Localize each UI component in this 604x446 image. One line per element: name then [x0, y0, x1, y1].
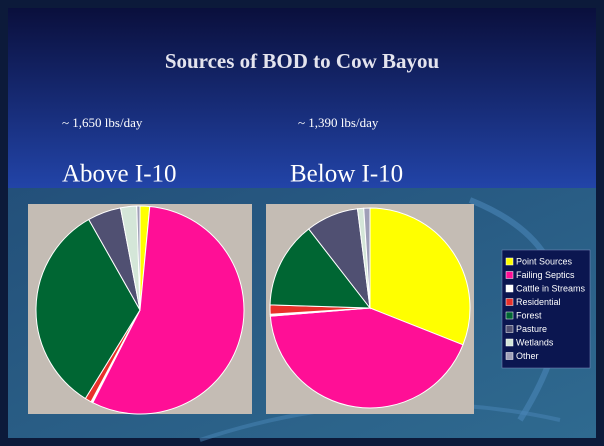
legend-swatch	[505, 352, 514, 360]
legend-label: Pasture	[516, 324, 547, 334]
pie-slice	[363, 207, 371, 309]
legend-label: Forest	[516, 310, 542, 320]
legend-label: Cattle in Streams	[516, 283, 586, 293]
legend-swatch	[505, 338, 514, 347]
legend-label: Wetlands	[516, 337, 554, 347]
legend-label: Other	[516, 351, 539, 361]
legend-label: Point Sources	[516, 256, 573, 266]
pie-slice	[369, 207, 471, 346]
legend-swatch	[505, 311, 514, 320]
legend-label: Residential	[516, 297, 561, 307]
legend-label: Failing Septics	[516, 270, 575, 280]
header-band	[8, 8, 596, 188]
pie-slice	[92, 205, 245, 415]
chart-subtitle: ~ 1,650 lbs/day	[62, 115, 143, 130]
legend-swatch	[505, 298, 514, 306]
legend-swatch	[505, 284, 514, 293]
pie-slice	[269, 307, 464, 409]
legend-swatch	[505, 325, 514, 333]
pie-slice	[269, 228, 372, 309]
legend-swatch	[505, 271, 514, 279]
slide-title: Sources of BOD to Cow Bayou	[165, 49, 440, 73]
pie-slice	[136, 205, 141, 311]
chart-subtitle: ~ 1,390 lbs/day	[298, 115, 379, 130]
legend	[501, 249, 591, 369]
chart-title: Above I-10	[62, 161, 177, 188]
legend-swatch	[505, 257, 514, 266]
chart-title: Below I-10	[290, 161, 403, 188]
